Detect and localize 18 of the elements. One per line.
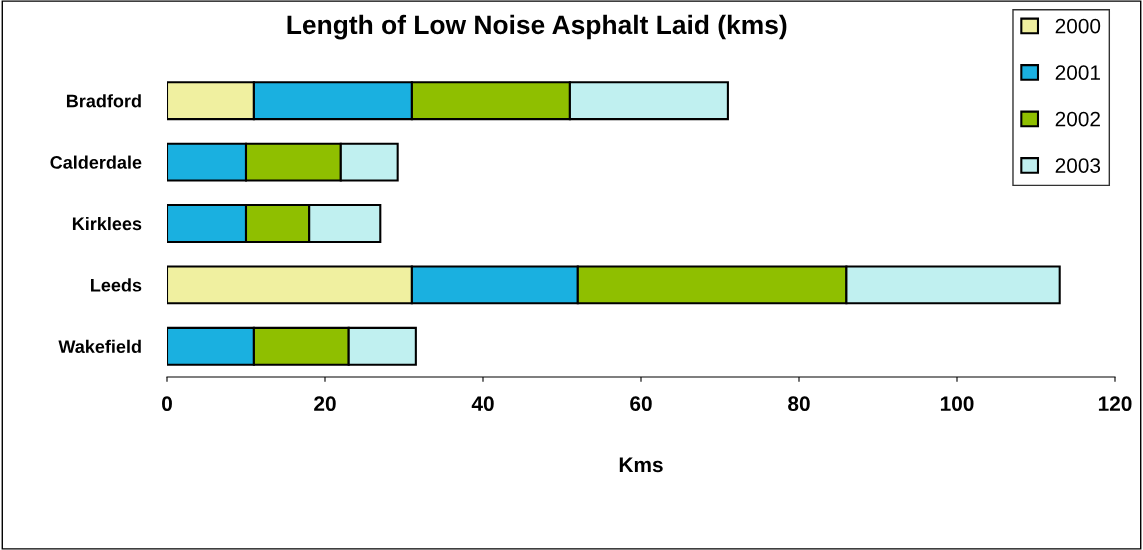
legend-label: 2002 — [1055, 111, 1100, 127]
chart-title: Length of Low Noise Asphalt Laid (kms) — [287, 14, 787, 40]
x-tick-label: 0 — [162, 396, 172, 412]
y-tick-label: Wakefield — [58, 339, 141, 354]
x-tick-label: 100 — [940, 396, 974, 412]
legend-label: 2003 — [1055, 158, 1101, 173]
x-axis-title: Kms — [619, 457, 663, 473]
x-tick-label: 20 — [314, 396, 336, 412]
y-tick-label: Bradford — [66, 94, 141, 108]
x-tick-label: 120 — [1098, 396, 1132, 412]
y-tick-label: Kirklees — [72, 216, 142, 231]
y-tick-label: Calderdale — [50, 155, 142, 169]
legend-label: 2000 — [1055, 18, 1101, 34]
y-tick-label: Leeds — [91, 278, 142, 292]
x-tick-label: 80 — [788, 396, 810, 412]
x-tick-label: 60 — [630, 396, 652, 412]
legend-label: 2001 — [1055, 65, 1100, 80]
x-tick-label: 40 — [471, 396, 494, 412]
